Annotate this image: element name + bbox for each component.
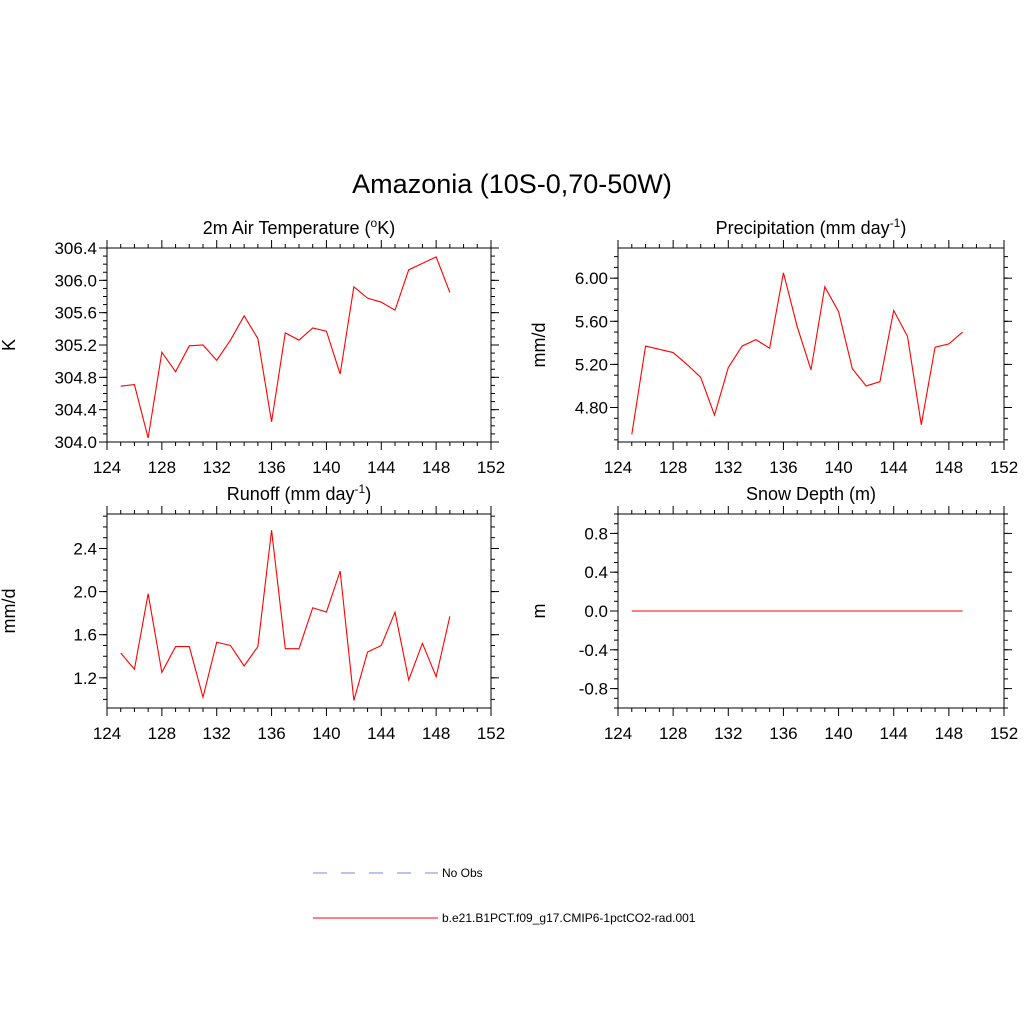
- plot-frame: [106, 513, 492, 709]
- panel-title-text: Precipitation (mm day: [716, 218, 890, 238]
- x-tick-label: 128: [659, 458, 687, 477]
- panel-title-end: ): [900, 218, 906, 238]
- panel-title-text: 2m Air Temperature (: [203, 218, 371, 238]
- y-tick-label: 304.0: [54, 433, 97, 452]
- panel-1: 124 128 132 136 140 144 148 152 304.0 304.4 304.8 3…: [0, 216, 505, 477]
- y-tick-label: 1.6: [73, 626, 97, 645]
- y-tick-label: -0.4: [579, 641, 608, 660]
- panel-2: 124 128 132 136 140 144 148 152 4.80 5.20 5.60 6.00…: [529, 216, 1018, 477]
- x-tick-label: 132: [203, 458, 231, 477]
- y-axis-label: mm/d: [529, 323, 549, 368]
- panel-title-end: ): [365, 484, 371, 504]
- y-tick-label: 1.2: [73, 669, 97, 688]
- panel-title: Snow Depth (m): [746, 484, 876, 504]
- y-tick-label: -0.8: [579, 680, 608, 699]
- y-tick-label: 306.0: [54, 271, 97, 290]
- y-tick-label: 4.80: [575, 399, 608, 418]
- x-tick-label: 128: [659, 724, 687, 743]
- x-tick-label: 152: [990, 458, 1018, 477]
- legend-label-model: b.e21.B1PCT.f09_g17.CMIP6-1pctCO2-rad.00…: [442, 911, 696, 925]
- y-tick-label: 304.8: [54, 368, 97, 387]
- panel-title-superscript: o: [371, 216, 378, 230]
- y-tick-label: 0.8: [584, 524, 608, 543]
- y-tick-label: 6.00: [575, 269, 608, 288]
- x-tick-label: 144: [367, 724, 395, 743]
- plot-frame: [106, 247, 492, 443]
- panel-title: 2m Air Temperature (oK): [203, 216, 395, 238]
- x-tick-label: 152: [990, 724, 1018, 743]
- x-tick-label: 136: [769, 458, 797, 477]
- x-tick-label: 132: [714, 724, 742, 743]
- x-tick-label: 128: [148, 724, 176, 743]
- x-tick-label: 132: [714, 458, 742, 477]
- y-tick-label: 5.20: [575, 355, 608, 374]
- x-tick-label: 148: [935, 724, 963, 743]
- series-line: [120, 256, 451, 439]
- x-tick-label: 140: [824, 458, 852, 477]
- y-tick-label: 304.4: [54, 401, 97, 420]
- x-tick-label: 148: [422, 458, 450, 477]
- panels-group: 124 128 132 136 140 144 148 152 304.0 304.4 304.8 3…: [0, 216, 1018, 743]
- y-tick-label: 305.6: [54, 304, 97, 323]
- x-tick-label: 136: [257, 458, 285, 477]
- x-tick-label: 140: [312, 724, 340, 743]
- panel-title-end: K): [377, 218, 395, 238]
- x-tick-label: 128: [148, 458, 176, 477]
- series-line: [120, 530, 451, 701]
- y-tick-label: 0.0: [584, 602, 608, 621]
- x-tick-label: 124: [93, 724, 121, 743]
- panel-title: Runoff (mm day-1): [227, 482, 371, 504]
- x-tick-label: 124: [93, 458, 121, 477]
- y-axis-label: m: [529, 604, 549, 619]
- panel-title-text: Snow Depth (m): [746, 484, 876, 504]
- panel-3: 124 128 132 136 140 144 148 152 1.2 1.6 2.0 2.4 mm/d…: [0, 482, 505, 743]
- figure-title: Amazonia (10S-0,70-50W): [352, 169, 672, 199]
- y-tick-label: 2.4: [73, 539, 97, 558]
- x-tick-label: 144: [880, 724, 908, 743]
- x-tick-label: 132: [203, 724, 231, 743]
- legend-label-no-obs: No Obs: [442, 866, 483, 880]
- x-tick-label: 152: [477, 458, 505, 477]
- x-tick-label: 124: [604, 458, 632, 477]
- y-tick-label: 0.4: [584, 563, 608, 582]
- y-axis-label: K: [0, 339, 19, 351]
- x-tick-label: 124: [604, 724, 632, 743]
- x-tick-label: 136: [769, 724, 797, 743]
- y-tick-label: 305.2: [54, 336, 97, 355]
- x-tick-label: 144: [367, 458, 395, 477]
- x-tick-label: 136: [257, 724, 285, 743]
- y-tick-label: 2.0: [73, 583, 97, 602]
- x-tick-label: 140: [824, 724, 852, 743]
- panel-title-text: Runoff (mm day: [227, 484, 355, 504]
- panel-title-superscript: -1: [355, 482, 366, 496]
- x-tick-label: 140: [312, 458, 340, 477]
- y-tick-label: 5.60: [575, 312, 608, 331]
- x-tick-label: 148: [422, 724, 450, 743]
- panel-title: Precipitation (mm day-1): [716, 216, 907, 238]
- legend: No Obs b.e21.B1PCT.f09_g17.CMIP6-1pctCO2-…: [313, 866, 696, 925]
- y-tick-label: 306.4: [54, 239, 97, 258]
- x-tick-label: 144: [880, 458, 908, 477]
- x-tick-label: 152: [477, 724, 505, 743]
- panel-title-superscript: -1: [890, 216, 901, 230]
- y-axis-label: mm/d: [0, 589, 19, 634]
- panel-4: 124 128 132 136 140 144 148 152 -0.8 -0.4 0.0 0.4 0.…: [529, 484, 1018, 743]
- series-line: [631, 272, 963, 435]
- x-tick-label: 148: [935, 458, 963, 477]
